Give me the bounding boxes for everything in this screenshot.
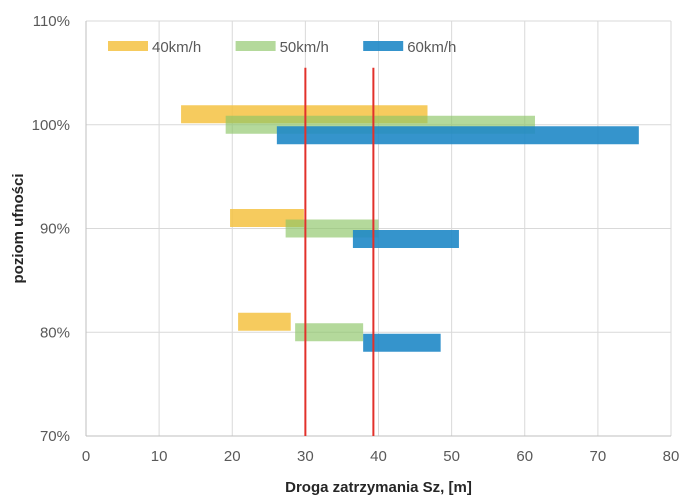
y-tick-label: 70%	[40, 428, 70, 445]
legend-label: 50km/h	[280, 39, 329, 56]
y-tick-label: 90%	[40, 221, 70, 238]
y-tick-label: 100%	[32, 117, 70, 134]
y-tick-label: 110%	[33, 13, 70, 30]
legend-label: 60km/h	[407, 39, 456, 56]
range-bar-60km/h-90	[352, 230, 459, 248]
x-tick-label: 10	[151, 448, 168, 465]
y-axis-title: poziom ufności	[10, 174, 27, 284]
x-tick-label: 80	[663, 448, 680, 465]
x-tick-label: 70	[590, 448, 607, 465]
x-tick-label: 0	[82, 448, 90, 465]
x-tick-label: 60	[516, 448, 533, 465]
x-axis-title: Droga zatrzymania Sz, [m]	[285, 479, 472, 496]
y-tick-label: 80%	[40, 324, 70, 341]
x-tick-label: 40	[370, 448, 387, 465]
range-bar-60km/h-100	[276, 126, 639, 145]
range-bar-60km/h-80	[363, 333, 441, 352]
x-tick-label: 30	[297, 448, 314, 465]
legend-label: 40km/h	[152, 39, 201, 56]
legend-swatch-40km/h	[108, 41, 148, 51]
x-tick-label: 50	[443, 448, 460, 465]
legend-swatch-60km/h	[363, 41, 404, 51]
x-tick-label: 20	[224, 448, 241, 465]
range-bar-40km/h-80	[238, 312, 291, 331]
range-bar-40km/h-90	[230, 209, 304, 227]
range-bar-50km/h-80	[295, 323, 364, 342]
legend-swatch-50km/h	[235, 41, 276, 51]
